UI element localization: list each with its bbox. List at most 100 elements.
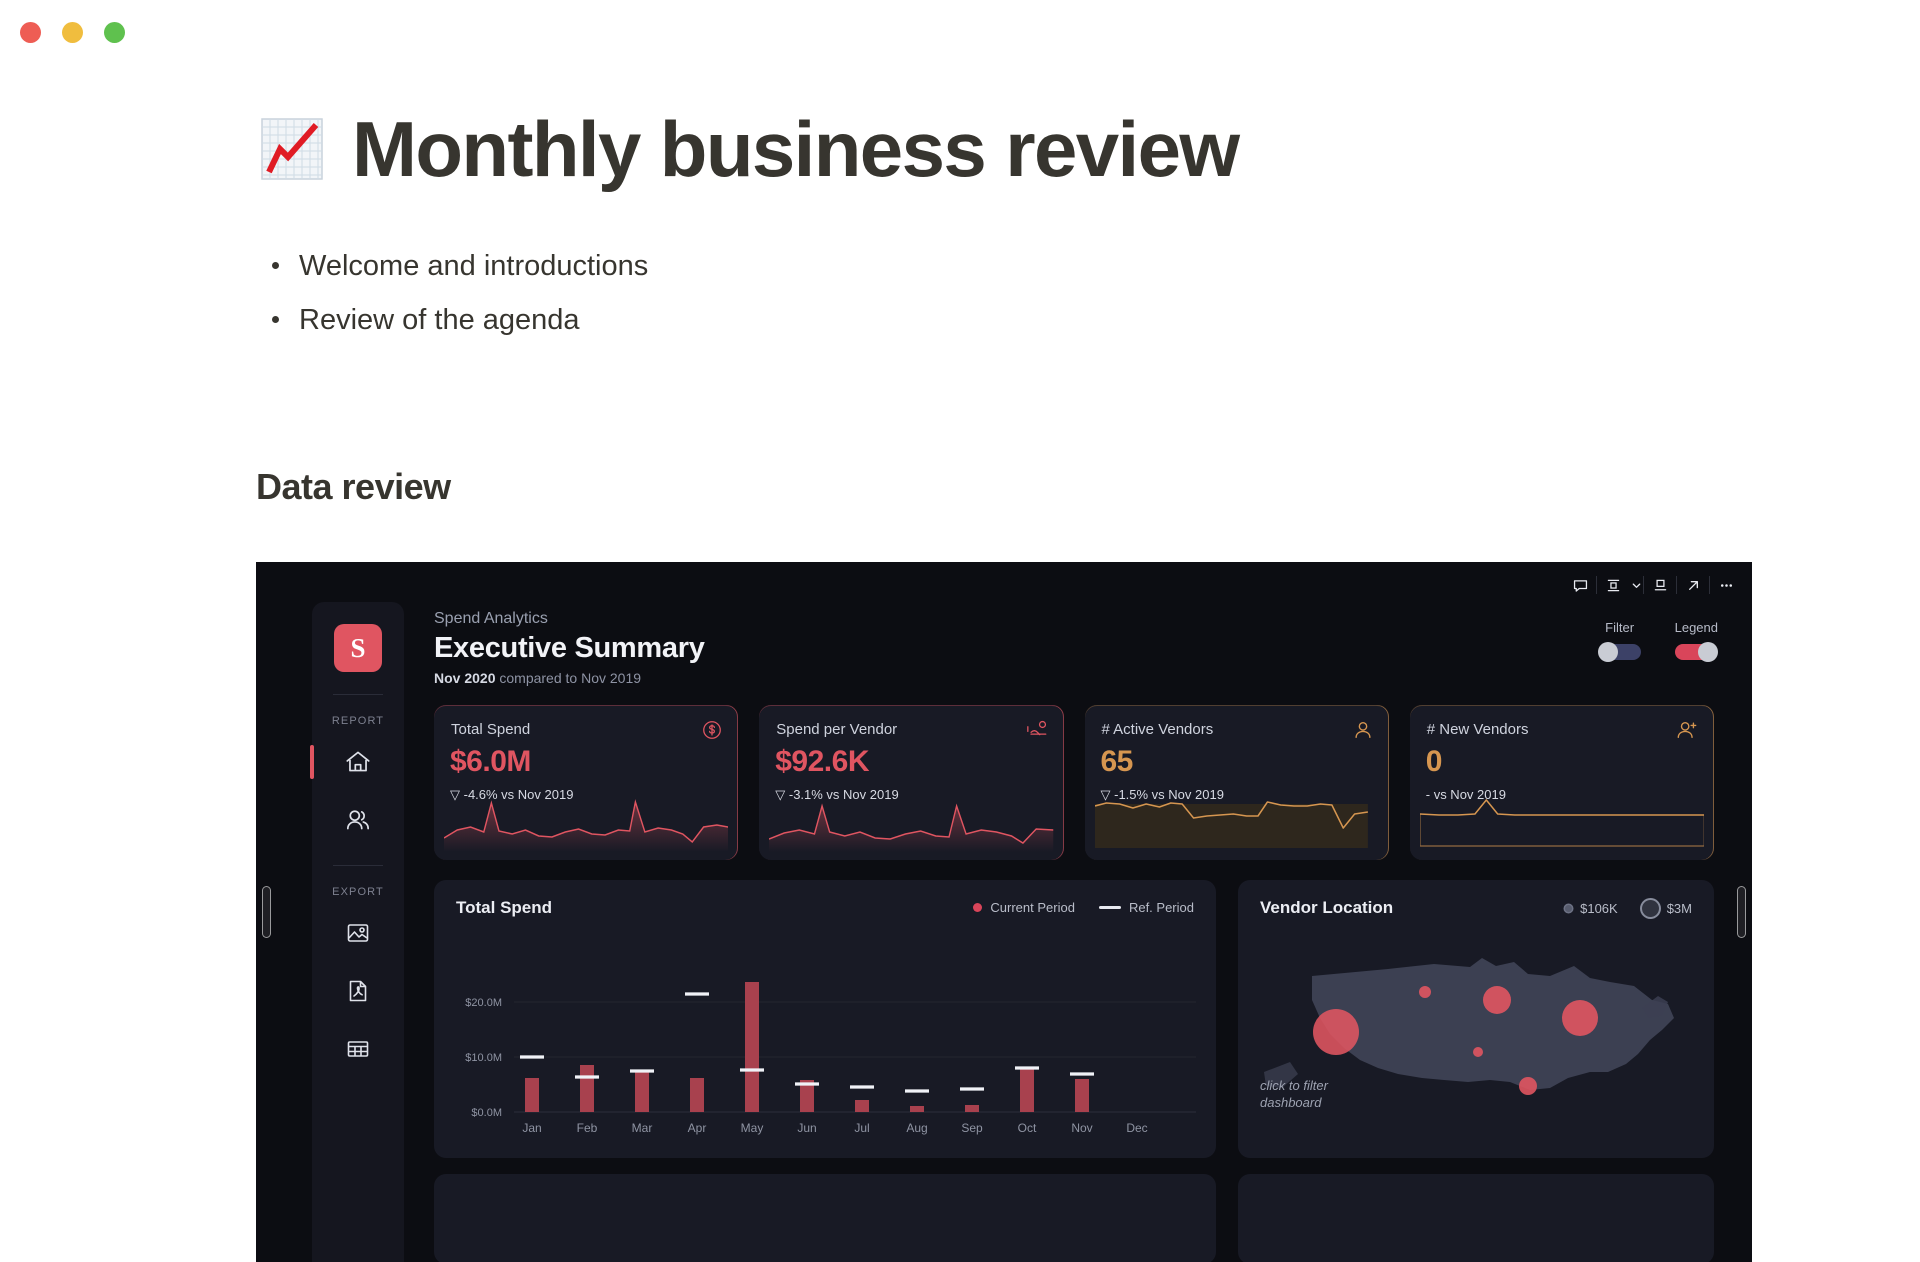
- minimize-window-button[interactable]: [62, 22, 83, 43]
- legend-label: $106K: [1580, 901, 1618, 916]
- kpi-value: $92.6K: [775, 745, 869, 778]
- comment-icon[interactable]: [1564, 571, 1596, 599]
- map-bubble: [1483, 986, 1511, 1014]
- kpi-sparkline: [1094, 794, 1379, 852]
- filter-toggle[interactable]: Filter: [1597, 620, 1641, 662]
- kpi-label: Spend per Vendor: [776, 721, 898, 738]
- section-heading: Data review: [256, 466, 451, 507]
- open-external-icon[interactable]: [1677, 571, 1709, 599]
- bottom-right-panel[interactable]: [1238, 1174, 1714, 1262]
- toolbar-divider: [1643, 576, 1644, 594]
- total-spend-bar-chart[interactable]: $0.0M $10.0M $20.0M: [434, 926, 1216, 1158]
- sidebar-item-vendors[interactable]: [312, 797, 404, 843]
- svg-text:Oct: Oct: [1018, 1121, 1037, 1135]
- list-item: Welcome and introductions: [272, 248, 648, 284]
- user-icon: [1352, 719, 1374, 746]
- svg-text:Mar: Mar: [632, 1121, 653, 1135]
- dashboard-toggles: Filter Legend: [1597, 620, 1719, 662]
- svg-text:Dec: Dec: [1126, 1121, 1147, 1135]
- kpi-card-spend-per-vendor[interactable]: Spend per Vendor $92.6K ▽ -3.1% vs Nov 2…: [759, 705, 1064, 860]
- svg-text:Feb: Feb: [577, 1121, 598, 1135]
- close-window-button[interactable]: [20, 22, 41, 43]
- legend-item-current-period[interactable]: Current Period: [973, 900, 1075, 915]
- kpi-sparkline: [769, 794, 1054, 852]
- bottom-left-panel[interactable]: [434, 1174, 1216, 1262]
- list-item-label: Review of the agenda: [299, 304, 580, 337]
- small-circle-icon: [1565, 905, 1573, 912]
- kpi-card-new-vendors[interactable]: # New Vendors 0 - vs Nov 2019: [1409, 705, 1714, 860]
- sidebar-item-export-table[interactable]: [312, 1026, 404, 1072]
- filter-switch-knob: [1597, 642, 1618, 662]
- kpi-card-total-spend[interactable]: Total Spend $6.0M ▽ -4.6% vs Nov 2019: [434, 705, 739, 860]
- dashboard-embed[interactable]: S REPORT: [256, 562, 1752, 1262]
- kpi-label: # Active Vendors: [1101, 721, 1214, 738]
- traffic-lights: [20, 22, 125, 43]
- us-map-shape: [1264, 958, 1674, 1090]
- align-vertical-icon[interactable]: [1597, 571, 1629, 599]
- ellipsis-icon[interactable]: [1710, 571, 1742, 599]
- map-bubbles: [1313, 986, 1598, 1095]
- legend-label: Current Period: [990, 900, 1075, 915]
- document-body: Monthly business review Welcome and intr…: [0, 70, 1920, 1262]
- dollar-circle-icon: [701, 719, 723, 746]
- chart-increasing-emoji: [258, 115, 326, 183]
- kpi-card-active-vendors[interactable]: # Active Vendors 65 ▽ -1.5% vs Nov 2019: [1084, 705, 1389, 860]
- sidebar-section-label-export: EXPORT: [332, 886, 384, 898]
- large-circle-icon: [1641, 900, 1659, 917]
- resize-handle-left[interactable]: [262, 886, 271, 938]
- kpi-value: $6.0M: [450, 745, 531, 778]
- legend-toggle[interactable]: Legend: [1675, 620, 1719, 662]
- dashboard-eyebrow: Spend Analytics: [434, 610, 548, 627]
- panel-title: Vendor Location: [1260, 898, 1394, 917]
- pdf-icon: [344, 977, 372, 1005]
- legend-item-ref-period[interactable]: Ref. Period: [1098, 900, 1194, 915]
- legend-switch[interactable]: [1675, 642, 1719, 662]
- filter-switch[interactable]: [1597, 642, 1641, 662]
- kpi-value: 65: [1100, 745, 1134, 778]
- bullet-dot: [272, 262, 279, 269]
- maximize-window-button[interactable]: [104, 22, 125, 43]
- map-hint-line-2: dashboard: [1260, 1095, 1322, 1111]
- user-plus-icon: [1675, 719, 1699, 746]
- app-logo[interactable]: S: [334, 624, 382, 672]
- panel-title: Total Spend: [456, 898, 553, 917]
- legend-label: Ref. Period: [1128, 900, 1194, 915]
- map-hint-line-1: click to filter: [1260, 1077, 1328, 1093]
- svg-text:Apr: Apr: [688, 1121, 707, 1135]
- align-bottom-icon[interactable]: [1644, 571, 1676, 599]
- dashboard-subtitle-period: Nov 2020: [434, 670, 496, 686]
- vendor-location-panel[interactable]: Vendor Location $106K $3M: [1238, 880, 1714, 1158]
- svg-text:Sep: Sep: [961, 1121, 983, 1135]
- kpi-delta: - vs Nov 2019: [1425, 787, 1506, 802]
- chevron-down-icon[interactable]: [1629, 571, 1643, 599]
- legend-dot-icon: [973, 903, 983, 912]
- map-bubble: [1562, 1000, 1598, 1036]
- kpi-sparkline: [444, 794, 729, 852]
- svg-text:$0.0M: $0.0M: [471, 1107, 502, 1119]
- resize-handle-right[interactable]: [1737, 886, 1746, 938]
- map-bubble: [1313, 1009, 1359, 1055]
- sidebar-section-label-report: REPORT: [331, 715, 385, 727]
- us-map[interactable]: [1238, 922, 1714, 1158]
- legend-item-small-bubble: $106K: [1565, 901, 1618, 916]
- svg-text:Jan: Jan: [522, 1121, 541, 1135]
- embed-toolbar: [1564, 570, 1742, 600]
- kpi-delta: ▽ -1.5% vs Nov 2019: [1100, 787, 1224, 802]
- dashboard-sidebar: S REPORT: [310, 602, 404, 1262]
- list-item: Review of the agenda: [272, 302, 648, 338]
- chart-legend: Current Period Ref. Period: [973, 900, 1194, 915]
- sidebar-item-export-pdf[interactable]: [312, 968, 404, 1014]
- hand-coin-icon: [1025, 719, 1049, 746]
- total-spend-panel[interactable]: Total Spend Current Period Ref. Period: [434, 880, 1216, 1158]
- sidebar-divider: [333, 865, 383, 866]
- kpi-delta: ▽ -3.1% vs Nov 2019: [775, 787, 899, 802]
- sidebar-item-home[interactable]: [310, 739, 404, 785]
- toolbar-divider: [1676, 576, 1677, 594]
- window-title-bar: [0, 0, 1920, 70]
- toolbar-divider: [1596, 576, 1597, 594]
- image-icon: [344, 919, 372, 947]
- table-icon: [344, 1035, 372, 1063]
- sidebar-item-export-image[interactable]: [312, 910, 404, 956]
- sidebar-divider: [333, 694, 383, 695]
- legend-line-icon: [1098, 906, 1121, 909]
